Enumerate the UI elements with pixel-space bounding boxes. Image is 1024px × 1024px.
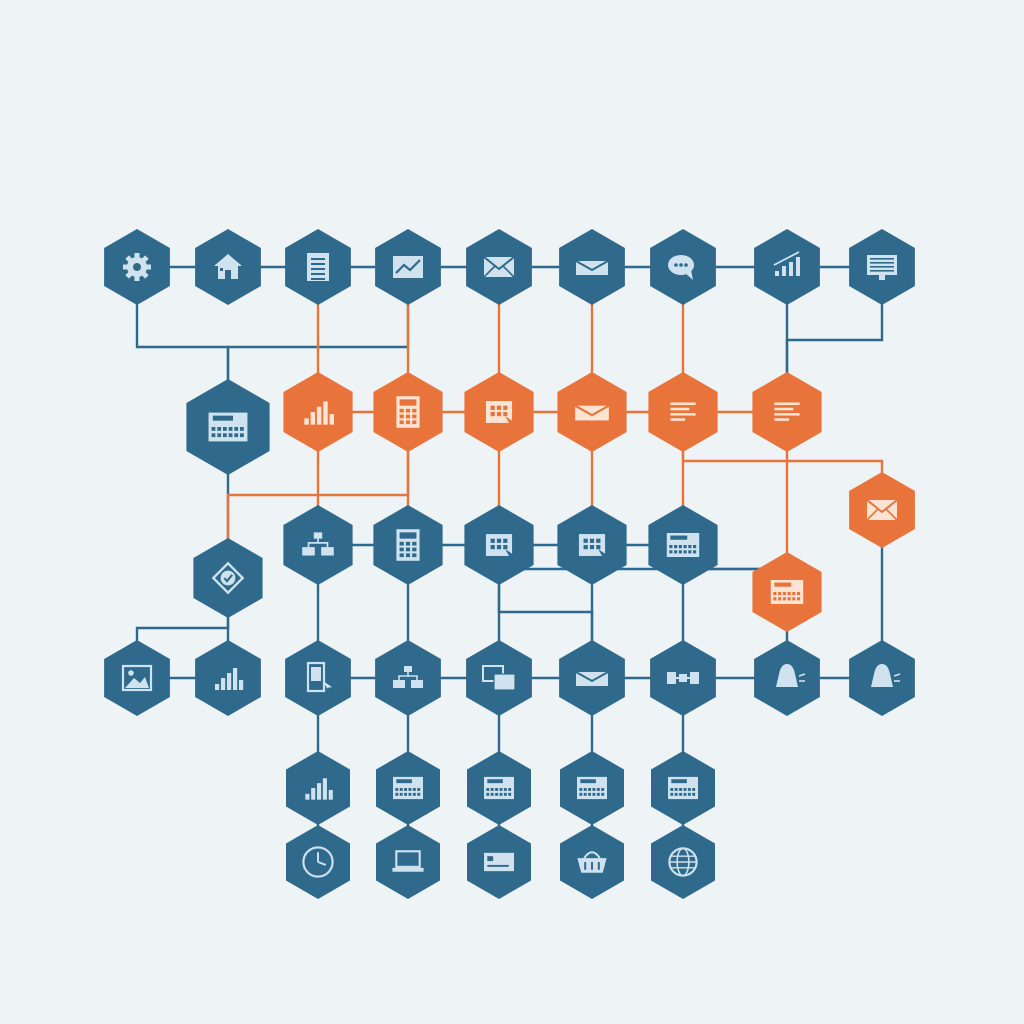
control-panel-icon	[666, 775, 700, 801]
growth-chart-icon	[773, 251, 800, 276]
hex-node-r6c3	[467, 825, 531, 899]
bell-icon	[871, 664, 901, 687]
connector-line	[497, 545, 789, 592]
hex-node-r4c5	[466, 640, 532, 716]
clock-icon	[302, 846, 334, 878]
monitor-icon	[867, 255, 897, 280]
hex-node-r4c8	[754, 640, 820, 716]
control-panel-icon	[575, 775, 609, 801]
hex-node-r4c2	[195, 640, 261, 716]
basket-icon	[577, 851, 607, 873]
hex-node-r2c7	[752, 372, 822, 452]
hex-node-r1c5	[466, 229, 532, 305]
open-envelope-icon	[574, 404, 610, 421]
line-chart-icon	[393, 256, 423, 278]
control-panel-icon	[769, 578, 805, 606]
hex-node-r1c2	[195, 229, 261, 305]
hexagon-shape	[754, 229, 820, 305]
hex-node-r1c7	[650, 229, 716, 305]
hexagon-shape	[104, 640, 170, 716]
hex-node-r2c3	[373, 372, 443, 452]
text-lines-icon	[774, 402, 800, 421]
hex-node-r3c8	[849, 472, 915, 548]
card-icon	[482, 851, 516, 873]
hex-node-r3c1	[193, 538, 263, 618]
hex-node-r2c5	[557, 372, 627, 452]
hex-node-r4c9	[849, 640, 915, 716]
bar-chart-icon	[304, 401, 334, 425]
hex-node-r1c9	[849, 229, 915, 305]
hex-node-r5c3	[467, 751, 531, 825]
envelope-icon	[483, 256, 515, 278]
control-panel-icon	[482, 775, 516, 801]
hex-node-r3c2	[283, 505, 353, 585]
hex-node-r4c1	[104, 640, 170, 716]
bell-icon	[776, 664, 806, 687]
mobile-cursor-icon	[306, 661, 332, 693]
hex-node-r6c5	[651, 825, 715, 899]
hex-node-r3c3	[373, 505, 443, 585]
hex-node-r2c4	[464, 372, 534, 452]
envelope-icon	[866, 499, 898, 521]
hexagon-shape	[752, 372, 822, 452]
hexagon-shape	[283, 505, 353, 585]
open-envelope-icon	[575, 671, 609, 686]
hexagon-shape	[375, 640, 441, 716]
bar-chart-icon	[305, 778, 333, 800]
calculator-icon	[396, 396, 420, 428]
pipeline-icon	[667, 672, 699, 684]
hex-node-r4c3	[285, 640, 351, 716]
hex-node-r6c1	[286, 825, 350, 899]
hex-node-r1c8	[754, 229, 820, 305]
text-lines-icon	[670, 402, 696, 421]
bar-chart-icon	[215, 668, 244, 690]
windows-icon	[482, 665, 516, 691]
document-icon	[307, 253, 329, 281]
hex-node-r1c1	[104, 229, 170, 305]
hex-node-r6c4	[560, 825, 624, 899]
image-icon	[121, 664, 153, 692]
checkmark-badge-icon	[211, 561, 245, 595]
hex-node-r1c3	[285, 229, 351, 305]
globe-icon	[668, 847, 698, 877]
hex-node-r5c1	[286, 751, 350, 825]
hex-node-r2c6	[648, 372, 718, 452]
hex-node-r3c5	[557, 505, 627, 585]
hex-node-r1c6	[559, 229, 625, 305]
hex-node-r4c4	[375, 640, 441, 716]
calendar-cursor-icon	[577, 532, 608, 561]
laptop-icon	[392, 850, 424, 872]
hex-node-r2c2	[283, 372, 353, 452]
hex-node-r1c4	[375, 229, 441, 305]
control-panel-icon	[207, 411, 249, 443]
hex-node-r3c4	[464, 505, 534, 585]
hex-node-r4c6	[559, 640, 625, 716]
chat-bubble-icon	[668, 255, 694, 280]
calendar-cursor-icon	[484, 532, 515, 561]
calendar-cursor-icon	[484, 399, 515, 428]
hex-node-r6c2	[376, 825, 440, 899]
hex-node-r3c7	[752, 552, 822, 632]
flowchart-icon	[393, 666, 423, 688]
control-panel-icon	[391, 775, 425, 801]
flowchart-icon	[302, 532, 334, 556]
hexagon-nodes	[104, 229, 915, 899]
hexagon-shape	[376, 825, 440, 899]
calculator-icon	[396, 529, 420, 561]
hex-node-r5c4	[560, 751, 624, 825]
hexagon-shape	[648, 372, 718, 452]
hex-node-r2big	[186, 379, 270, 475]
open-envelope-icon	[575, 260, 609, 275]
control-panel-icon	[665, 531, 701, 559]
hex-node-r5c5	[651, 751, 715, 825]
hex-node-r3c6	[648, 505, 718, 585]
house-icon	[214, 254, 242, 279]
gear-icon	[123, 253, 151, 281]
hex-node-r5c2	[376, 751, 440, 825]
hex-node-r4c7	[650, 640, 716, 716]
